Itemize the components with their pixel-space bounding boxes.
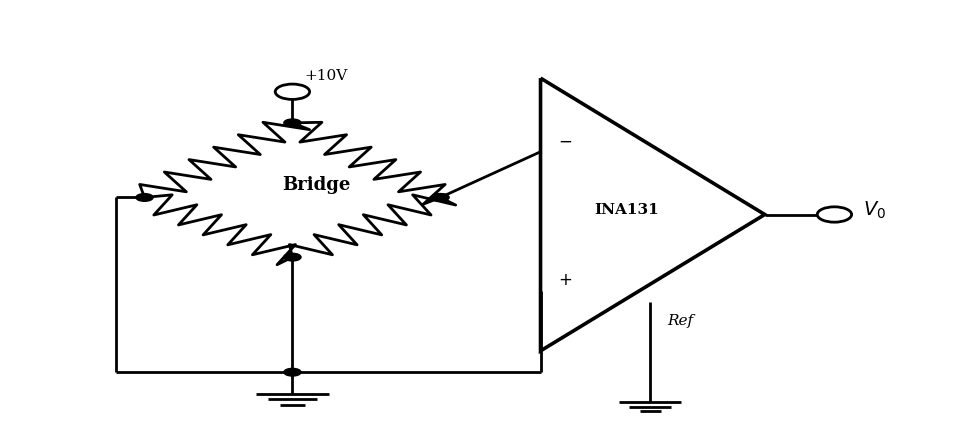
Text: $-$: $-$ (558, 133, 572, 150)
Circle shape (136, 193, 153, 201)
Circle shape (432, 193, 449, 201)
Text: $\mathit{V}_0$: $\mathit{V}_0$ (863, 199, 886, 221)
Text: INA131: INA131 (594, 203, 658, 217)
Circle shape (284, 253, 301, 261)
Circle shape (817, 207, 852, 222)
Circle shape (432, 193, 449, 201)
Circle shape (284, 369, 301, 376)
Text: +10V: +10V (304, 69, 347, 83)
Circle shape (276, 84, 310, 100)
Circle shape (284, 119, 301, 127)
Text: Bridge: Bridge (282, 175, 350, 193)
Text: Ref: Ref (667, 314, 694, 328)
Text: $+$: $+$ (558, 272, 572, 289)
